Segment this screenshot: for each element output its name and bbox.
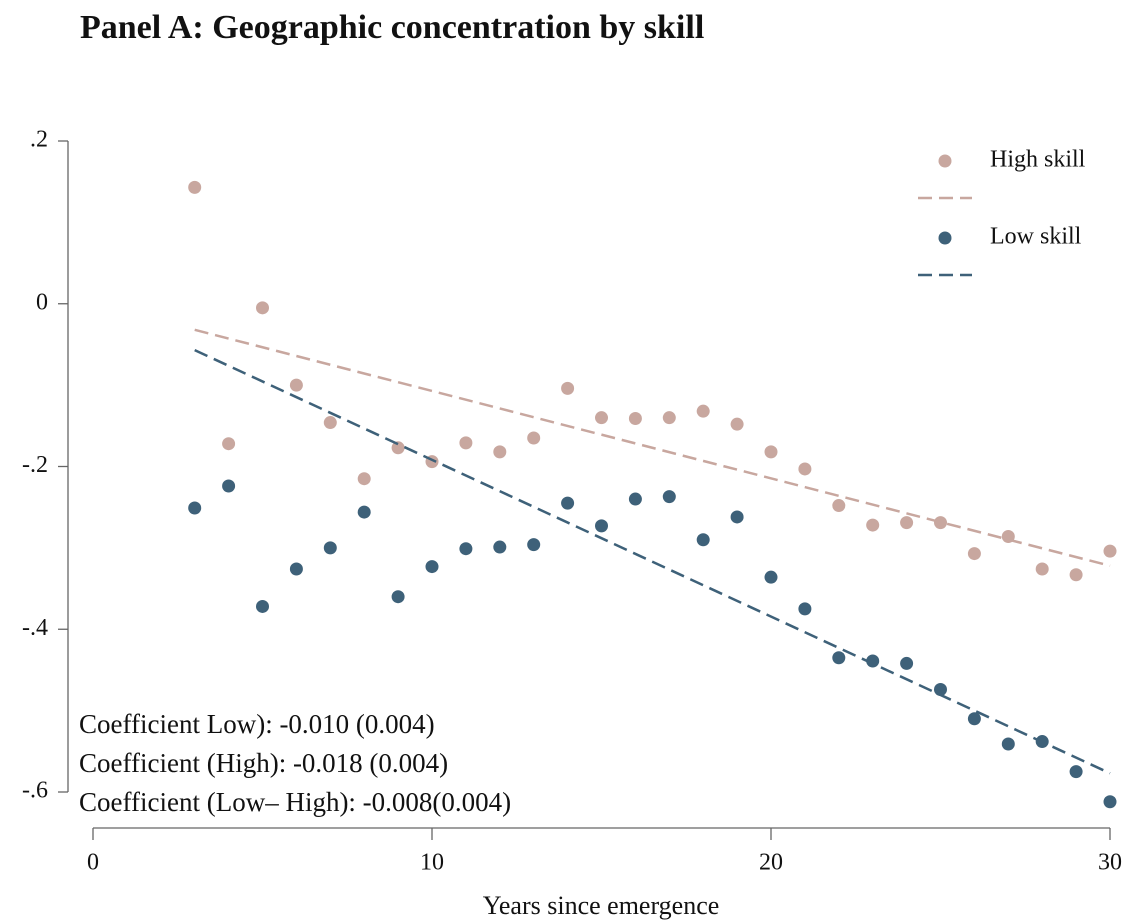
point	[662, 490, 676, 504]
point	[967, 712, 981, 726]
x-tick-label: 30	[1098, 850, 1122, 876]
x-axis-label: Years since emergence	[483, 891, 720, 920]
point	[832, 651, 846, 665]
y-tick-label: -.6	[22, 778, 48, 804]
point	[391, 590, 405, 604]
point	[696, 533, 710, 547]
point	[934, 682, 947, 696]
annotation: Coefficient (High): -0.018 (0.004)	[79, 748, 448, 778]
point	[323, 541, 337, 555]
point	[832, 499, 846, 513]
x-tick-label: 20	[759, 850, 783, 876]
point	[866, 654, 880, 668]
x-tick-label: 10	[420, 850, 444, 876]
point	[1001, 737, 1015, 751]
point	[493, 445, 507, 459]
point	[527, 538, 541, 552]
point	[798, 462, 812, 476]
point	[595, 519, 608, 533]
point	[1035, 735, 1049, 749]
point	[1103, 544, 1117, 558]
point	[900, 516, 914, 530]
point	[289, 378, 303, 392]
y-tick-label: .2	[30, 127, 48, 153]
point	[323, 416, 337, 430]
legend-marker	[938, 154, 952, 168]
legend-marker	[938, 231, 952, 245]
point	[256, 599, 269, 613]
point	[730, 510, 744, 524]
point	[357, 505, 371, 519]
point	[188, 180, 202, 194]
point	[1103, 795, 1117, 809]
legend-label: Low skill	[990, 224, 1082, 250]
point	[459, 436, 473, 450]
point	[967, 547, 981, 561]
point	[188, 501, 202, 515]
point	[595, 411, 608, 425]
point	[256, 301, 269, 315]
point	[357, 472, 371, 486]
y-tick-label: 0	[36, 289, 48, 315]
point	[1035, 562, 1049, 576]
point	[934, 516, 947, 530]
point	[493, 540, 507, 554]
point	[222, 437, 236, 451]
point	[628, 492, 642, 506]
chart-title: Panel A: Geographic concentration by ski…	[80, 9, 704, 46]
annotation: Coefficient (Low– High): -0.008(0.004)	[79, 787, 511, 817]
point	[1069, 568, 1083, 582]
y-tick-label: -.2	[22, 452, 48, 478]
point	[900, 656, 914, 670]
point	[1069, 765, 1083, 779]
point	[527, 431, 541, 445]
legend-label: High skill	[990, 147, 1086, 173]
fit-line	[194, 348, 1111, 775]
point	[798, 602, 812, 616]
point	[662, 411, 676, 425]
point	[561, 381, 575, 395]
point	[628, 411, 642, 425]
annotation: Coefficient Low): -0.010 (0.004)	[79, 709, 435, 739]
point	[425, 560, 439, 574]
x-tick-label: 0	[87, 850, 99, 876]
point	[730, 417, 744, 431]
point	[764, 445, 778, 459]
point	[459, 542, 473, 556]
point	[391, 441, 405, 455]
point	[764, 570, 778, 584]
point	[866, 518, 880, 532]
point	[1001, 529, 1015, 543]
point	[696, 404, 710, 418]
point	[289, 562, 303, 576]
point	[561, 496, 575, 510]
y-tick-label: -.4	[22, 615, 48, 641]
point	[222, 479, 236, 493]
fit-line	[194, 328, 1111, 567]
